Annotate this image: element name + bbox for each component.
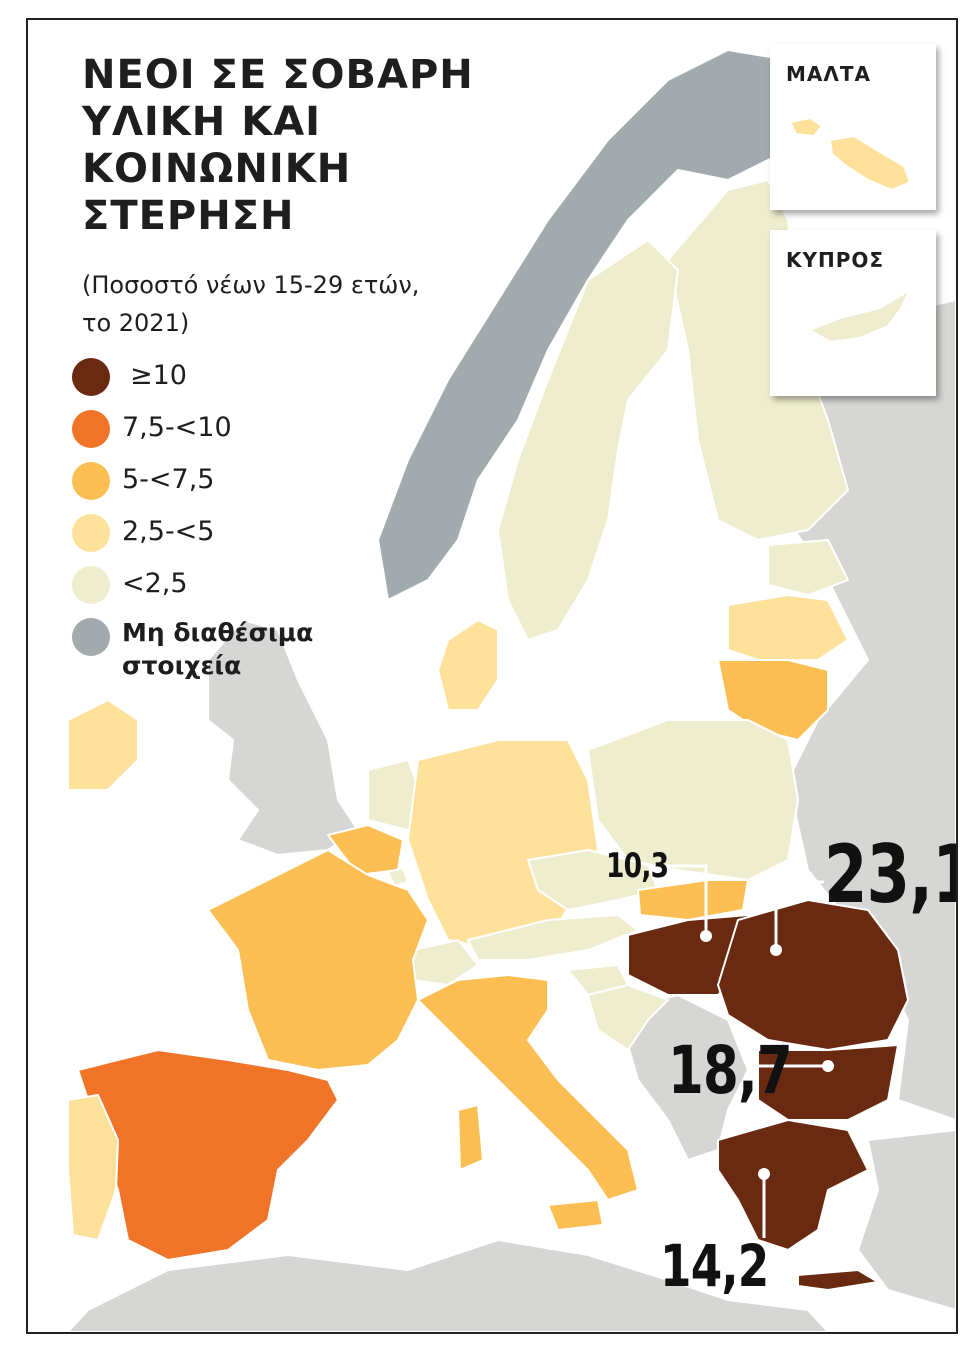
country-romania bbox=[717, 899, 909, 1051]
country-estonia bbox=[767, 539, 849, 596]
legend-swatch bbox=[72, 410, 110, 448]
malta-island bbox=[789, 117, 823, 137]
country-italy-sardinia bbox=[457, 1104, 484, 1171]
subtitle-line: (Ποσοστό νέων 15-29 ετών, bbox=[82, 271, 420, 299]
legend-label: ≥10 bbox=[130, 360, 187, 391]
legend-item: ≥10 bbox=[72, 358, 372, 410]
callout-leaders bbox=[660, 864, 834, 1238]
country-bulgaria bbox=[757, 1044, 899, 1121]
title-line: ΚΟΙΝΩΝΙΚΗ bbox=[82, 146, 352, 192]
region-turkey bbox=[857, 1129, 956, 1311]
country-denmark bbox=[437, 619, 499, 711]
country-poland bbox=[587, 719, 799, 881]
callout-bulgaria: 18,7 bbox=[668, 1032, 793, 1109]
leader-dot-romania bbox=[770, 944, 782, 956]
subtitle-line: το 2021) bbox=[82, 309, 190, 337]
legend-label: <2,5 bbox=[122, 568, 188, 599]
country-sweden bbox=[497, 239, 679, 641]
malta-island bbox=[829, 135, 911, 191]
leader-romania bbox=[774, 880, 824, 950]
leader-dot-greece bbox=[758, 1168, 770, 1180]
callout-hungary: 10,3 bbox=[606, 846, 669, 886]
legend-item: Μη διαθέσιμα στοιχεία bbox=[72, 618, 372, 688]
region-balkans-west bbox=[617, 994, 749, 1161]
legend-item: <2,5 bbox=[72, 566, 372, 618]
country-austria bbox=[467, 914, 639, 961]
country-portugal bbox=[67, 1094, 119, 1241]
country-greece bbox=[717, 1119, 869, 1251]
inset-cyprus: ΚΥΠΡΟΣ bbox=[770, 230, 936, 396]
legend-item: 5-<7,5 bbox=[72, 462, 372, 514]
callout-romania: 23,1 bbox=[824, 828, 956, 921]
country-italy bbox=[417, 974, 639, 1201]
leader-dot-hungary bbox=[700, 930, 712, 942]
legend-label-line: στοιχεία bbox=[122, 651, 242, 680]
callout-greece: 14,2 bbox=[660, 1232, 769, 1300]
country-greece-crete bbox=[797, 1269, 879, 1291]
title-line: ΣΤΕΡΗΣΗ bbox=[82, 193, 295, 239]
malta-shape bbox=[789, 117, 911, 191]
inset-label: ΜΑΛΤΑ bbox=[786, 62, 871, 86]
title-line: ΥΛΙΚΗ ΚΑΙ bbox=[82, 99, 322, 145]
country-ireland bbox=[67, 699, 139, 791]
legend-swatch bbox=[72, 358, 110, 396]
country-latvia bbox=[727, 594, 849, 661]
legend-label-line: Μη διαθέσιμα bbox=[122, 618, 314, 647]
legend-label: Μη διαθέσιμα στοιχεία bbox=[122, 616, 313, 682]
legend-label: 7,5-<10 bbox=[122, 412, 232, 443]
country-croatia bbox=[587, 984, 669, 1051]
legend-item: 2,5-<5 bbox=[72, 514, 372, 566]
title-line: ΝΕΟΙ ΣΕ ΣΟΒΑΡΗ bbox=[82, 52, 474, 98]
legend-swatch bbox=[72, 514, 110, 552]
legend-swatch bbox=[72, 618, 110, 656]
legend-label: 5-<7,5 bbox=[122, 464, 215, 495]
cyprus-island bbox=[809, 289, 911, 343]
region-north-africa bbox=[67, 1239, 829, 1332]
legend-swatch bbox=[72, 462, 110, 500]
europe-map bbox=[67, 49, 956, 1332]
legend-swatch bbox=[72, 566, 110, 604]
leader-dot-bulgaria bbox=[822, 1060, 834, 1072]
cyprus-shape bbox=[809, 289, 911, 343]
map-frame: ΝΕΟΙ ΣΕ ΣΟΒΑΡΗ ΥΛΙΚΗ ΚΑΙ ΚΟΙΝΩΝΙΚΗ ΣΤΕΡΗ… bbox=[26, 18, 958, 1334]
inset-malta: ΜΑΛΤΑ bbox=[770, 44, 936, 210]
legend-item: 7,5-<10 bbox=[72, 410, 372, 462]
country-spain bbox=[77, 1049, 339, 1261]
inset-label: ΚΥΠΡΟΣ bbox=[786, 248, 885, 272]
map-subtitle: (Ποσοστό νέων 15-29 ετών, το 2021) bbox=[82, 266, 419, 342]
country-slovakia bbox=[637, 879, 749, 921]
map-title: ΝΕΟΙ ΣΕ ΣΟΒΑΡΗ ΥΛΙΚΗ ΚΑΙ ΚΟΙΝΩΝΙΚΗ ΣΤΕΡΗ… bbox=[82, 52, 474, 240]
region-iceland-norway bbox=[377, 49, 789, 601]
country-italy-sicily bbox=[547, 1199, 604, 1231]
country-finland bbox=[667, 179, 849, 541]
legend-label: 2,5-<5 bbox=[122, 516, 215, 547]
leader-hungary bbox=[660, 864, 708, 936]
country-luxembourg bbox=[387, 867, 409, 887]
